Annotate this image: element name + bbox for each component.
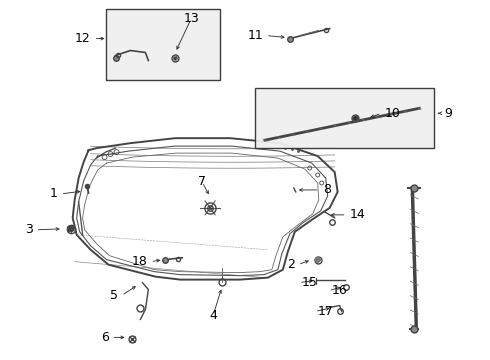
Text: 5: 5 bbox=[110, 289, 119, 302]
Text: 14: 14 bbox=[349, 208, 366, 221]
Bar bbox=[255, 88, 434, 148]
Text: 12: 12 bbox=[75, 32, 91, 45]
Circle shape bbox=[68, 226, 74, 232]
Text: 16: 16 bbox=[332, 284, 347, 297]
Text: 6: 6 bbox=[100, 331, 108, 344]
Bar bbox=[105, 9, 220, 80]
Circle shape bbox=[315, 257, 320, 262]
Text: 13: 13 bbox=[183, 12, 199, 25]
Text: 15: 15 bbox=[302, 276, 318, 289]
Text: 8: 8 bbox=[323, 184, 331, 197]
Text: 4: 4 bbox=[209, 309, 217, 322]
Text: 11: 11 bbox=[247, 29, 263, 42]
Text: 17: 17 bbox=[318, 305, 334, 318]
Text: 10: 10 bbox=[385, 107, 400, 120]
Text: 9: 9 bbox=[444, 107, 452, 120]
Text: 3: 3 bbox=[25, 223, 33, 236]
Text: 18: 18 bbox=[131, 255, 147, 268]
Text: 2: 2 bbox=[287, 258, 295, 271]
Text: 7: 7 bbox=[198, 175, 206, 189]
Text: 1: 1 bbox=[50, 188, 58, 201]
